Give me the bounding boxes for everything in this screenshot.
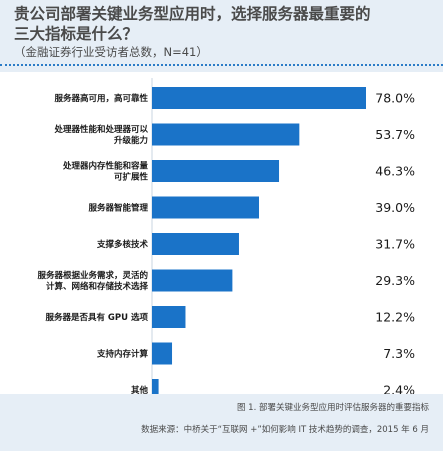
plot-area: 服务器高可用，高可靠性 78.0% 处理器性能和处理器可以 升级能力 53.7% 处理器内…	[0, 72, 443, 394]
category-label-4: 支撑多核技术	[96, 239, 149, 250]
value-label-4: 31.7%	[375, 237, 415, 252]
bar-0	[152, 87, 366, 109]
value-label-2: 46.3%	[375, 164, 415, 179]
bar-3	[152, 196, 259, 219]
chart-title-line-1: 贵公司部署关键业务型应用时，选择服务器最重要的	[14, 5, 371, 23]
value-label-8: 2.4%	[383, 383, 415, 395]
bar-6	[152, 306, 186, 328]
bar-5	[152, 269, 233, 292]
value-label-7: 7.3%	[383, 346, 415, 361]
category-label-2-line-0: 处理器内存性能和容量	[62, 161, 149, 172]
category-label-8: 其他	[131, 385, 149, 394]
chart-title-line-2: 三大指标是什么？	[14, 25, 139, 43]
bar-2	[152, 160, 280, 182]
bar-1	[152, 123, 300, 146]
figure-caption: 图 1. 部署关键业务型应用时评估服务器的重要指标	[236, 403, 429, 413]
data-source: 数据来源：中桥关于“互联网 +”如何影响 IT 技术趋势的调查，2015 年 6…	[141, 425, 429, 435]
chart-title: 贵公司部署关键业务型应用时，选择服务器最重要的 三大指标是什么？	[14, 4, 434, 44]
value-label-1: 53.7%	[375, 127, 415, 142]
category-label-2-line-1: 可扩展性	[114, 172, 149, 183]
dotted-divider	[0, 64, 443, 66]
category-label-1-line-1: 升级能力	[114, 135, 148, 146]
category-label-5-line-1: 计算、网络和存储技术选择	[46, 281, 149, 292]
bar-4	[152, 233, 239, 255]
value-label-5: 29.3%	[375, 273, 415, 288]
bar-7	[152, 342, 173, 365]
value-label-3: 39.0%	[375, 200, 415, 215]
value-label-0: 78.0%	[375, 91, 415, 106]
value-label-6: 12.2%	[375, 310, 415, 325]
category-label-6: 服务器是否具有 GPU 选项	[45, 312, 148, 323]
category-label-3: 服务器智能管理	[88, 203, 148, 214]
category-label-0: 服务器高可用，高可靠性	[54, 93, 148, 104]
category-label-5-line-0: 服务器根据业务需求，灵活的	[37, 270, 148, 281]
bar-8	[152, 379, 159, 394]
category-label-1-line-0: 处理器性能和处理器可以	[53, 124, 148, 135]
chart-subtitle: （金融证券行业受访者总数，N=41）	[14, 45, 208, 59]
category-label-7: 支持内存计算	[96, 349, 149, 360]
